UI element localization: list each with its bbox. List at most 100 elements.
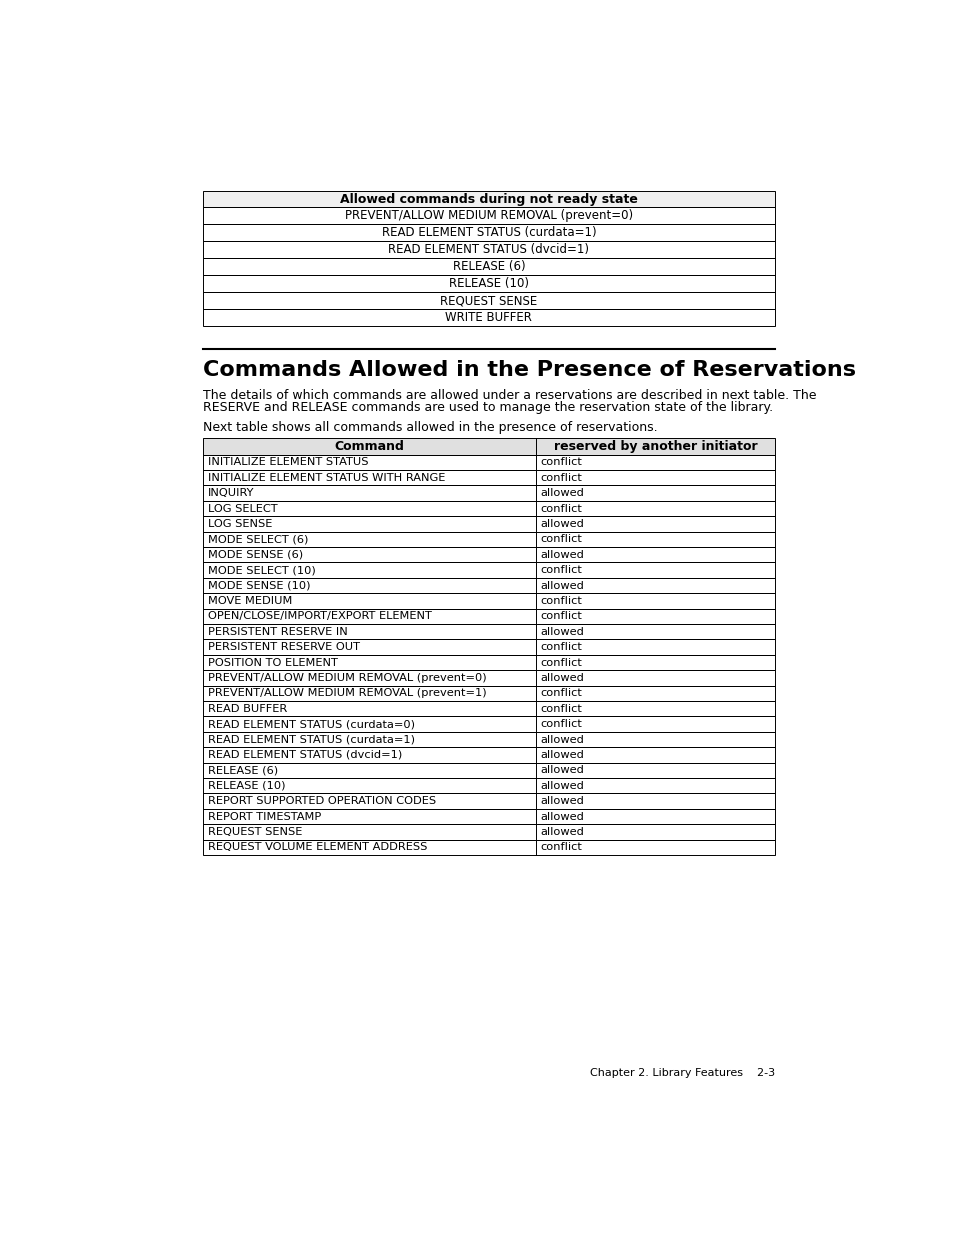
Bar bbox=[203, 454, 774, 471]
Bar bbox=[203, 578, 774, 593]
Bar bbox=[203, 778, 774, 793]
Text: conflict: conflict bbox=[540, 457, 582, 467]
Text: Command: Command bbox=[335, 440, 404, 453]
Text: conflict: conflict bbox=[540, 688, 582, 698]
Bar bbox=[203, 547, 774, 562]
Text: RELEASE (6): RELEASE (6) bbox=[452, 261, 525, 273]
Text: Chapter 2. Library Features    2-3: Chapter 2. Library Features 2-3 bbox=[589, 1067, 774, 1078]
Text: PREVENT/ALLOW MEDIUM REMOVAL (prevent=0): PREVENT/ALLOW MEDIUM REMOVAL (prevent=0) bbox=[344, 210, 633, 222]
Bar bbox=[203, 437, 774, 454]
Text: PERSISTENT RESERVE OUT: PERSISTENT RESERVE OUT bbox=[208, 642, 359, 652]
Text: allowed: allowed bbox=[540, 488, 584, 498]
Text: REPORT SUPPORTED OPERATION CODES: REPORT SUPPORTED OPERATION CODES bbox=[208, 797, 436, 806]
Bar bbox=[203, 241, 774, 258]
Text: conflict: conflict bbox=[540, 597, 582, 606]
Bar bbox=[203, 793, 774, 809]
Text: MODE SELECT (6): MODE SELECT (6) bbox=[208, 535, 308, 545]
Text: REQUEST SENSE: REQUEST SENSE bbox=[208, 827, 302, 837]
Bar bbox=[203, 207, 774, 225]
Text: allowed: allowed bbox=[540, 519, 584, 529]
Text: READ ELEMENT STATUS (dvcid=1): READ ELEMENT STATUS (dvcid=1) bbox=[388, 243, 589, 257]
Bar bbox=[203, 437, 774, 454]
Text: MODE SELECT (10): MODE SELECT (10) bbox=[208, 566, 315, 576]
Text: READ ELEMENT STATUS (curdata=0): READ ELEMENT STATUS (curdata=0) bbox=[208, 719, 415, 729]
Bar bbox=[203, 716, 774, 732]
Bar bbox=[203, 609, 774, 624]
Text: conflict: conflict bbox=[540, 535, 582, 545]
Bar bbox=[203, 516, 774, 531]
Text: RELEASE (10): RELEASE (10) bbox=[449, 277, 528, 290]
Text: The details of which commands are allowed under a reservations are described in : The details of which commands are allowe… bbox=[203, 389, 816, 403]
Text: PREVENT/ALLOW MEDIUM REMOVAL (prevent=1): PREVENT/ALLOW MEDIUM REMOVAL (prevent=1) bbox=[208, 688, 486, 698]
Bar bbox=[203, 531, 774, 547]
Text: allowed: allowed bbox=[540, 827, 584, 837]
Bar bbox=[203, 275, 774, 293]
Text: conflict: conflict bbox=[540, 719, 582, 729]
Text: INITIALIZE ELEMENT STATUS: INITIALIZE ELEMENT STATUS bbox=[208, 457, 368, 467]
Text: conflict: conflict bbox=[540, 842, 582, 852]
Text: conflict: conflict bbox=[540, 473, 582, 483]
Text: INQUIRY: INQUIRY bbox=[208, 488, 253, 498]
Text: allowed: allowed bbox=[540, 811, 584, 821]
Bar bbox=[203, 225, 774, 241]
Text: OPEN/CLOSE/IMPORT/EXPORT ELEMENT: OPEN/CLOSE/IMPORT/EXPORT ELEMENT bbox=[208, 611, 431, 621]
Text: RESERVE and RELEASE commands are used to manage the reservation state of the lib: RESERVE and RELEASE commands are used to… bbox=[203, 401, 772, 414]
Text: allowed: allowed bbox=[540, 797, 584, 806]
Text: READ ELEMENT STATUS (dvcid=1): READ ELEMENT STATUS (dvcid=1) bbox=[208, 750, 401, 760]
Text: allowed: allowed bbox=[540, 735, 584, 745]
Text: LOG SELECT: LOG SELECT bbox=[208, 504, 277, 514]
Bar bbox=[203, 640, 774, 655]
Text: POSITION TO ELEMENT: POSITION TO ELEMENT bbox=[208, 657, 337, 668]
Bar bbox=[203, 293, 774, 309]
Text: allowed: allowed bbox=[540, 781, 584, 790]
Bar bbox=[203, 593, 774, 609]
Text: allowed: allowed bbox=[540, 580, 584, 590]
Text: READ BUFFER: READ BUFFER bbox=[208, 704, 287, 714]
Bar bbox=[203, 258, 774, 275]
Text: Next table shows all commands allowed in the presence of reservations.: Next table shows all commands allowed in… bbox=[203, 421, 657, 433]
Bar bbox=[203, 747, 774, 763]
Bar bbox=[203, 485, 774, 501]
Text: REQUEST SENSE: REQUEST SENSE bbox=[440, 294, 537, 308]
Text: conflict: conflict bbox=[540, 566, 582, 576]
Text: REPORT TIMESTAMP: REPORT TIMESTAMP bbox=[208, 811, 320, 821]
Bar bbox=[203, 624, 774, 640]
Text: MOVE MEDIUM: MOVE MEDIUM bbox=[208, 597, 292, 606]
Text: conflict: conflict bbox=[540, 657, 582, 668]
Bar bbox=[203, 685, 774, 701]
Bar bbox=[203, 309, 774, 326]
Bar bbox=[203, 824, 774, 840]
Bar bbox=[203, 701, 774, 716]
Bar bbox=[203, 471, 774, 485]
Bar bbox=[203, 655, 774, 671]
Text: WRITE BUFFER: WRITE BUFFER bbox=[445, 311, 532, 324]
Text: conflict: conflict bbox=[540, 704, 582, 714]
Text: INITIALIZE ELEMENT STATUS WITH RANGE: INITIALIZE ELEMENT STATUS WITH RANGE bbox=[208, 473, 444, 483]
Text: conflict: conflict bbox=[540, 642, 582, 652]
Text: RELEASE (10): RELEASE (10) bbox=[208, 781, 285, 790]
Bar bbox=[203, 763, 774, 778]
Text: allowed: allowed bbox=[540, 766, 584, 776]
Text: conflict: conflict bbox=[540, 611, 582, 621]
Text: reserved by another initiator: reserved by another initiator bbox=[553, 440, 757, 453]
Bar bbox=[203, 809, 774, 824]
Text: PERSISTENT RESERVE IN: PERSISTENT RESERVE IN bbox=[208, 626, 347, 637]
Text: allowed: allowed bbox=[540, 550, 584, 559]
Text: allowed: allowed bbox=[540, 626, 584, 637]
Text: RELEASE (6): RELEASE (6) bbox=[208, 766, 277, 776]
Bar bbox=[203, 562, 774, 578]
Bar bbox=[203, 840, 774, 855]
Bar bbox=[203, 671, 774, 685]
Text: MODE SENSE (10): MODE SENSE (10) bbox=[208, 580, 310, 590]
Text: allowed: allowed bbox=[540, 750, 584, 760]
Text: allowed: allowed bbox=[540, 673, 584, 683]
Text: conflict: conflict bbox=[540, 504, 582, 514]
Bar bbox=[203, 190, 774, 207]
Text: LOG SENSE: LOG SENSE bbox=[208, 519, 272, 529]
Text: REQUEST VOLUME ELEMENT ADDRESS: REQUEST VOLUME ELEMENT ADDRESS bbox=[208, 842, 427, 852]
Text: MODE SENSE (6): MODE SENSE (6) bbox=[208, 550, 302, 559]
Text: READ ELEMENT STATUS (curdata=1): READ ELEMENT STATUS (curdata=1) bbox=[208, 735, 415, 745]
Text: Allowed commands during not ready state: Allowed commands during not ready state bbox=[339, 193, 638, 205]
Bar bbox=[203, 732, 774, 747]
Bar bbox=[203, 501, 774, 516]
